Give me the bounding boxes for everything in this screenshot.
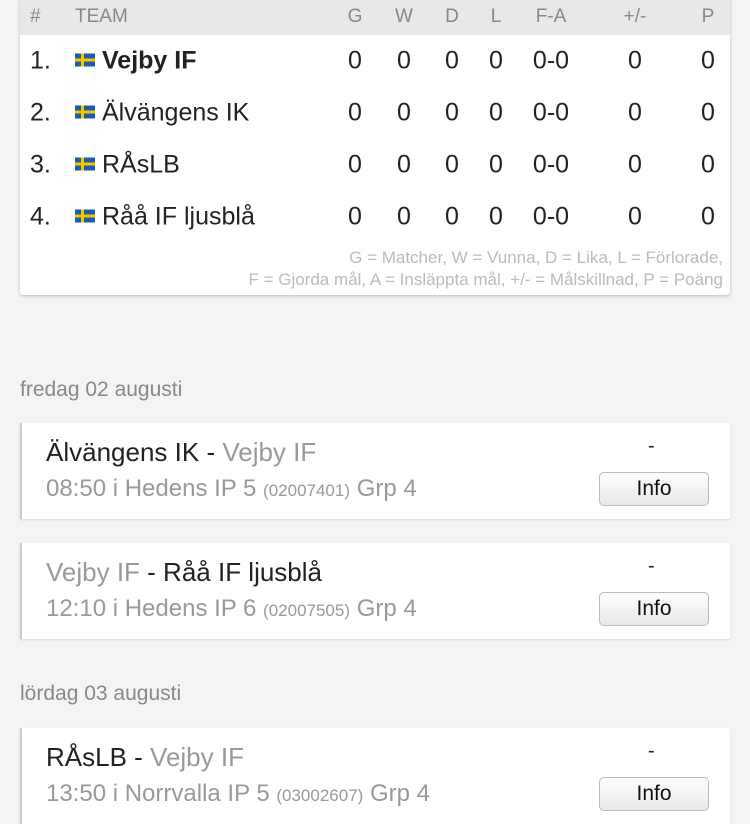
cell-d: 0 <box>445 150 459 179</box>
away-team: Vejby IF <box>222 437 317 467</box>
team-name: Vejby IF <box>75 47 196 76</box>
date-heading: lördag 03 augusti <box>20 682 182 705</box>
match-result: - <box>648 740 655 762</box>
col-d: D <box>445 5 459 27</box>
match-code: (03002607) <box>276 786 364 805</box>
cell-pos: 4. <box>30 202 51 231</box>
cell-w: 0 <box>397 98 411 127</box>
standings-table: # TEAM G W D L F-A +/- P 1. Vejby IF 0 0 0 0 0… <box>20 0 730 295</box>
cell-w: 0 <box>397 150 411 179</box>
separator: - <box>139 557 164 587</box>
time-venue: 12:10 i Hedens IP 6 <box>46 595 257 622</box>
home-team: Älvängens IK <box>46 437 200 467</box>
away-team: Råå IF ljusblå <box>163 557 323 587</box>
separator: - <box>199 437 223 467</box>
col-l: L <box>490 5 502 27</box>
away-team: Vejby IF <box>150 742 244 772</box>
col-g: G <box>347 5 363 27</box>
match-code: (02007505) <box>263 601 351 620</box>
cell-fa: 0-0 <box>532 202 570 231</box>
sweden-flag-icon <box>75 53 95 67</box>
match-card: Älvängens IK - Vejby IF 08:50 i Hedens I… <box>20 423 730 519</box>
match-details: 12:10 i Hedens IP 6 (02007505) Grp 4 <box>46 595 417 623</box>
cell-l: 0 <box>489 46 503 75</box>
table-legend: G = Matcher, W = Vunna, D = Lika, L = Fö… <box>248 247 723 291</box>
team-label[interactable]: Råå IF ljusblå <box>102 202 255 231</box>
group: Grp 4 <box>356 595 417 622</box>
team-label[interactable]: Vejby IF <box>102 46 197 75</box>
cell-diff: 0 <box>628 202 642 231</box>
cell-diff: 0 <box>628 46 642 75</box>
date-heading: fredag 02 augusti <box>20 378 183 401</box>
group: Grp 4 <box>370 780 431 807</box>
cell-l: 0 <box>489 150 503 179</box>
cell-d: 0 <box>445 46 459 75</box>
cell-d: 0 <box>445 202 459 231</box>
cell-g: 0 <box>348 46 362 75</box>
time-venue: 13:50 i Norrvalla IP 5 <box>46 780 270 807</box>
match-result: - <box>648 435 655 457</box>
match-code: (02007401) <box>263 481 351 500</box>
sweden-flag-icon <box>75 157 95 171</box>
team-name: Älvängens IK <box>75 99 249 128</box>
cell-p: 0 <box>701 98 715 127</box>
col-w: W <box>395 5 413 27</box>
cell-p: 0 <box>701 202 715 231</box>
match-teams: RÅsLB - Vejby IF <box>46 742 244 773</box>
table-row[interactable]: 1. Vejby IF 0 0 0 0 0-0 0 0 <box>20 35 730 87</box>
cell-pos: 2. <box>30 98 51 127</box>
separator: - <box>126 742 151 772</box>
match-card: Vejby IF - Råå IF ljusblå 12:10 i Hedens… <box>20 543 730 639</box>
col-fa: F-A <box>535 5 567 27</box>
cell-g: 0 <box>348 202 362 231</box>
group: Grp 4 <box>356 475 417 502</box>
home-team: RÅsLB <box>46 742 127 772</box>
match-details: 13:50 i Norrvalla IP 5 (03002607) Grp 4 <box>46 780 430 808</box>
cell-d: 0 <box>445 98 459 127</box>
cell-p: 0 <box>701 150 715 179</box>
team-label[interactable]: RÅsLB <box>102 150 180 179</box>
match-card: RÅsLB - Vejby IF 13:50 i Norrvalla IP 5 … <box>20 728 730 824</box>
info-button[interactable]: Info <box>599 777 709 811</box>
cell-w: 0 <box>397 46 411 75</box>
cell-pos: 1. <box>30 46 51 75</box>
col-team: TEAM <box>75 5 128 27</box>
match-result: - <box>648 555 655 577</box>
cell-pos: 3. <box>30 150 51 179</box>
table-row[interactable]: 4. Råå IF ljusblå 0 0 0 0 0-0 0 0 <box>20 191 730 243</box>
col-pos: # <box>30 5 41 27</box>
team-name: RÅsLB <box>75 151 180 180</box>
table-header: # TEAM G W D L F-A +/- P <box>20 0 730 35</box>
col-p: P <box>701 5 715 27</box>
cell-fa: 0-0 <box>532 46 570 75</box>
sweden-flag-icon <box>75 209 95 223</box>
match-details: 08:50 i Hedens IP 5 (02007401) Grp 4 <box>46 475 417 503</box>
cell-l: 0 <box>489 98 503 127</box>
cell-fa: 0-0 <box>532 98 570 127</box>
table-row[interactable]: 3. RÅsLB 0 0 0 0 0-0 0 0 <box>20 139 730 191</box>
cell-l: 0 <box>489 202 503 231</box>
match-teams: Älvängens IK - Vejby IF <box>46 437 316 468</box>
cell-fa: 0-0 <box>532 150 570 179</box>
cell-diff: 0 <box>628 98 642 127</box>
team-label[interactable]: Älvängens IK <box>102 98 250 127</box>
cell-g: 0 <box>348 98 362 127</box>
cell-diff: 0 <box>628 150 642 179</box>
info-button[interactable]: Info <box>599 592 709 626</box>
match-teams: Vejby IF - Råå IF ljusblå <box>46 557 322 588</box>
home-team: Vejby IF <box>46 557 140 587</box>
table-row[interactable]: 2. Älvängens IK 0 0 0 0 0-0 0 0 <box>20 87 730 139</box>
legend-line: F = Gjorda mål, A = Insläppta mål, +/- =… <box>248 270 723 289</box>
col-diff: +/- <box>623 5 647 27</box>
sweden-flag-icon <box>75 105 95 119</box>
cell-p: 0 <box>701 46 715 75</box>
cell-w: 0 <box>397 202 411 231</box>
info-button[interactable]: Info <box>599 472 709 506</box>
time-venue: 08:50 i Hedens IP 5 <box>46 475 257 502</box>
cell-g: 0 <box>348 150 362 179</box>
legend-line: G = Matcher, W = Vunna, D = Lika, L = Fö… <box>349 248 723 267</box>
team-name: Råå IF ljusblå <box>75 203 255 232</box>
